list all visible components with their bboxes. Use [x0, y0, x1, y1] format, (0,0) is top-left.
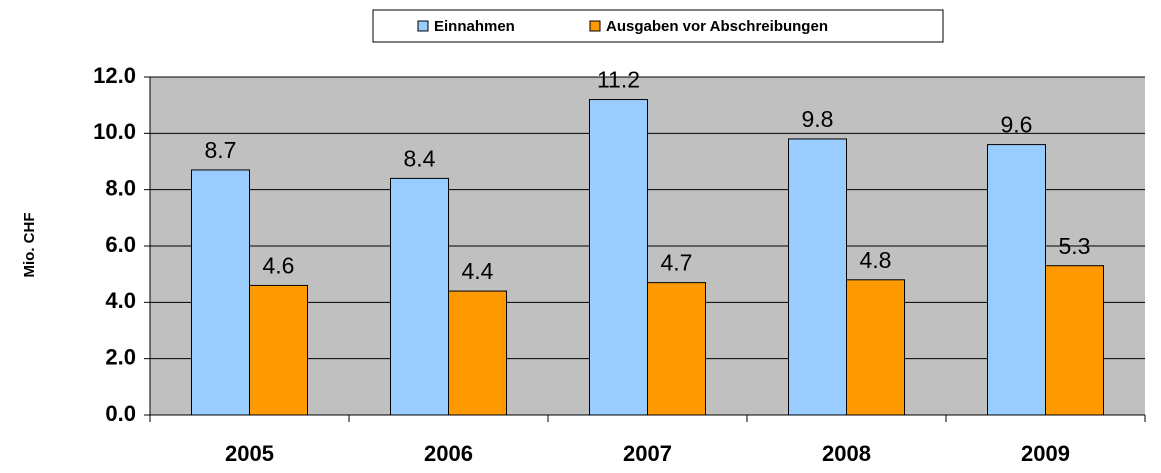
- x-tick-label: 2006: [424, 441, 473, 466]
- bar: [647, 282, 706, 416]
- bar: [589, 99, 648, 416]
- data-label: 5.3: [1059, 233, 1091, 259]
- x-tick-label: 2007: [623, 441, 672, 466]
- legend-box: [372, 9, 944, 43]
- y-tick-label: 6.0: [105, 232, 136, 257]
- data-label: 8.7: [205, 137, 237, 163]
- y-tick-label: 12.0: [93, 63, 136, 88]
- bar: [846, 279, 905, 416]
- data-label: 8.4: [404, 145, 436, 171]
- legend-swatch: [417, 20, 429, 32]
- bar: [1045, 265, 1104, 416]
- x-tick-label: 2005: [225, 441, 274, 466]
- bar: [987, 144, 1046, 416]
- data-label: 4.6: [263, 253, 295, 279]
- y-axis-label: Mio. CHF: [21, 213, 38, 278]
- legend-label: Einnahmen: [434, 18, 515, 35]
- y-tick-label: 8.0: [105, 175, 136, 200]
- legend-label: Ausgaben vor Abschreibungen: [606, 18, 828, 35]
- y-tick-label: 2.0: [105, 344, 136, 369]
- y-tick-label: 4.0: [105, 288, 136, 313]
- data-label: 4.4: [462, 258, 494, 284]
- bar: [249, 284, 308, 416]
- data-label: 9.8: [802, 106, 834, 132]
- data-label: 4.7: [661, 250, 693, 276]
- y-tick-label: 0.0: [105, 401, 136, 426]
- bar: [448, 290, 507, 416]
- x-tick-label: 2008: [822, 441, 871, 466]
- bar: [390, 177, 449, 416]
- bar: [191, 169, 250, 416]
- data-label: 9.6: [1001, 112, 1033, 138]
- data-label: 11.2: [597, 67, 640, 93]
- x-tick-label: 2009: [1021, 441, 1070, 466]
- legend-swatch: [589, 20, 601, 32]
- bar: [788, 138, 847, 416]
- y-tick-label: 10.0: [93, 119, 136, 144]
- data-label: 4.8: [860, 247, 892, 273]
